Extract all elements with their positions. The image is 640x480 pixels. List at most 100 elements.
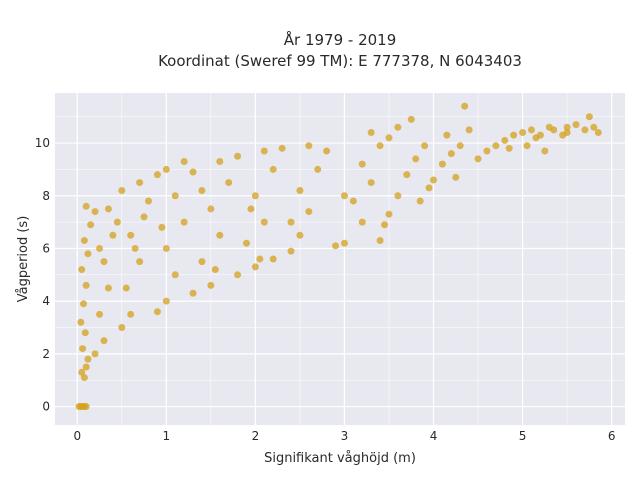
- scatter-point: [180, 158, 188, 166]
- scatter-point: [314, 165, 322, 173]
- scatter-point: [296, 231, 304, 239]
- scatter-point: [145, 197, 153, 205]
- scatter-point: [198, 186, 206, 194]
- y-tick-labels: 0 2 4 6 8 10: [35, 136, 50, 413]
- scatter-point: [171, 192, 179, 200]
- scatter-point: [87, 221, 95, 229]
- y-tick-label: 0: [42, 400, 50, 414]
- scatter-point: [585, 113, 593, 121]
- scatter-point: [100, 337, 108, 345]
- scatter-point: [127, 310, 135, 318]
- x-tick-label: 6: [608, 429, 616, 443]
- scatter-point: [189, 289, 197, 297]
- scatter-point: [81, 329, 89, 337]
- scatter-point: [77, 318, 85, 326]
- scatter-point: [269, 255, 277, 263]
- scatter-point: [225, 179, 233, 187]
- scatter-point: [376, 237, 384, 245]
- scatter-point: [447, 150, 455, 158]
- scatter-point: [251, 192, 259, 200]
- scatter-point: [527, 126, 535, 134]
- scatter-point: [91, 208, 99, 216]
- scatter-point: [381, 221, 389, 229]
- scatter-point: [323, 147, 331, 155]
- scatter-point: [80, 374, 88, 382]
- scatter-point: [82, 403, 90, 411]
- scatter-point: [104, 284, 112, 292]
- y-axis-label: Vågperiod (s): [16, 216, 31, 303]
- scatter-point: [127, 231, 135, 239]
- scatter-point: [162, 165, 170, 173]
- scatter-point: [416, 197, 424, 205]
- chart-title-line-1: År 1979 - 2019: [284, 30, 397, 49]
- scatter-point: [483, 147, 491, 155]
- scatter-point: [234, 271, 242, 279]
- y-tick-label: 4: [42, 294, 50, 308]
- scatter-point: [287, 218, 295, 226]
- y-tick-label: 8: [42, 189, 50, 203]
- scatter-point: [425, 184, 433, 192]
- scatter-point: [474, 155, 482, 163]
- scatter-point: [563, 123, 571, 131]
- scatter-point: [358, 160, 366, 168]
- scatter-point: [109, 231, 117, 239]
- y-tick-label: 6: [42, 241, 50, 255]
- scatter-point: [158, 223, 166, 231]
- scatter-point: [207, 281, 215, 289]
- scatter-point: [510, 131, 518, 139]
- scatter-point: [349, 197, 357, 205]
- scatter-point: [79, 345, 87, 353]
- scatter-point: [443, 131, 451, 139]
- scatter-point: [532, 134, 540, 142]
- scatter-point: [430, 176, 438, 184]
- x-tick-label: 0: [73, 429, 81, 443]
- scatter-point: [78, 266, 86, 274]
- x-axis-label: Signifikant våghöjd (m): [264, 451, 416, 466]
- scatter-point: [104, 205, 112, 213]
- scatter-point: [407, 115, 415, 123]
- x-tick-labels: 0 1 2 3 4 5 6: [73, 429, 615, 443]
- scatter-point: [394, 123, 402, 131]
- scatter-point: [590, 123, 598, 131]
- scatter-point: [131, 244, 139, 252]
- chart-title-line-2: Koordinat (Sweref 99 TM): E 777378, N 60…: [158, 52, 522, 70]
- scatter-point: [91, 350, 99, 358]
- scatter-point: [403, 171, 411, 179]
- scatter-point: [78, 368, 86, 376]
- scatter-point: [572, 121, 580, 129]
- scatter-point: [260, 218, 268, 226]
- scatter-point: [594, 129, 602, 137]
- scatter-point: [153, 171, 161, 179]
- scatter-point: [376, 142, 384, 150]
- scatter-point: [421, 142, 429, 150]
- scatter-point: [162, 297, 170, 305]
- x-tick-label: 1: [163, 429, 171, 443]
- scatter-point: [211, 266, 219, 274]
- scatter-point: [251, 263, 259, 271]
- x-tick-label: 5: [519, 429, 527, 443]
- x-tick-label: 2: [252, 429, 260, 443]
- scatter-point: [207, 205, 215, 213]
- scatter-point: [519, 129, 527, 137]
- scatter-point: [118, 324, 126, 332]
- scatter-point: [260, 147, 268, 155]
- grid-lines: [55, 93, 625, 425]
- x-tick-label: 4: [430, 429, 438, 443]
- scatter-point: [438, 160, 446, 168]
- scatter-point: [171, 271, 179, 279]
- scatter-point: [461, 102, 469, 110]
- scatter-point: [358, 218, 366, 226]
- x-tick-label: 3: [341, 429, 349, 443]
- scatter-point: [305, 208, 313, 216]
- scatter-point: [82, 363, 90, 371]
- scatter-point: [492, 142, 500, 150]
- scatter-point: [180, 218, 188, 226]
- scatter-point: [162, 244, 170, 252]
- scatter-point: [581, 126, 589, 134]
- scatter-point: [340, 239, 348, 247]
- scatter-point: [122, 284, 130, 292]
- scatter-point: [80, 237, 88, 245]
- scatter-point: [394, 192, 402, 200]
- scatter-point: [385, 210, 393, 218]
